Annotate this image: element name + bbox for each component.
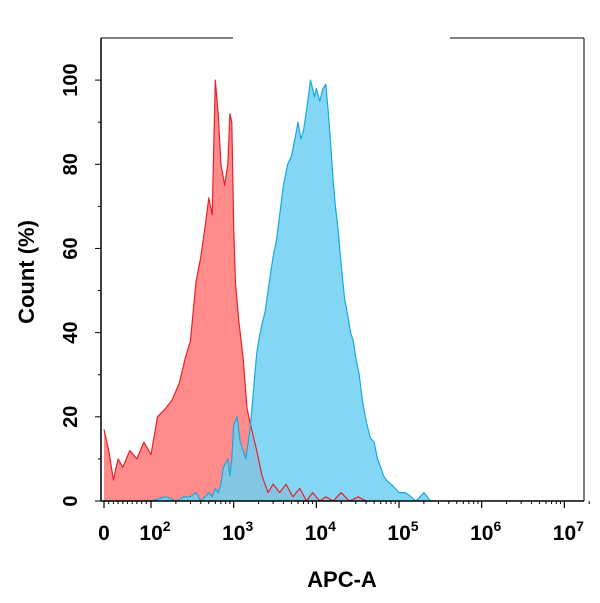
plot-frame <box>101 37 585 501</box>
series-1-line <box>103 79 367 502</box>
y-tick-label: 60 <box>60 237 82 259</box>
y-tick-label: 40 <box>60 321 82 343</box>
ticks-layer: 0204060801000102103104105106107108 <box>60 63 590 545</box>
series-2-line <box>104 79 434 502</box>
x-tick-label: 104 <box>305 518 336 545</box>
series-1-area <box>104 80 367 501</box>
y-tick-label: 0 <box>60 495 82 506</box>
x-axis-label: APC-A <box>307 567 377 592</box>
series-layer <box>103 79 434 502</box>
y-axis-label: Count (%) <box>14 220 39 324</box>
x-tick-label: 0 <box>98 522 110 545</box>
x-tick-label: 107 <box>553 518 584 545</box>
x-tick-label: 102 <box>139 518 170 545</box>
x-tick-label: 105 <box>387 518 418 545</box>
y-tick-label: 80 <box>60 153 82 175</box>
x-tick-label: 103 <box>222 518 253 545</box>
y-tick-label: 20 <box>60 406 82 428</box>
axes-layer <box>100 38 584 502</box>
x-tick-label: 106 <box>470 518 501 545</box>
y-tick-label: 100 <box>60 63 82 96</box>
